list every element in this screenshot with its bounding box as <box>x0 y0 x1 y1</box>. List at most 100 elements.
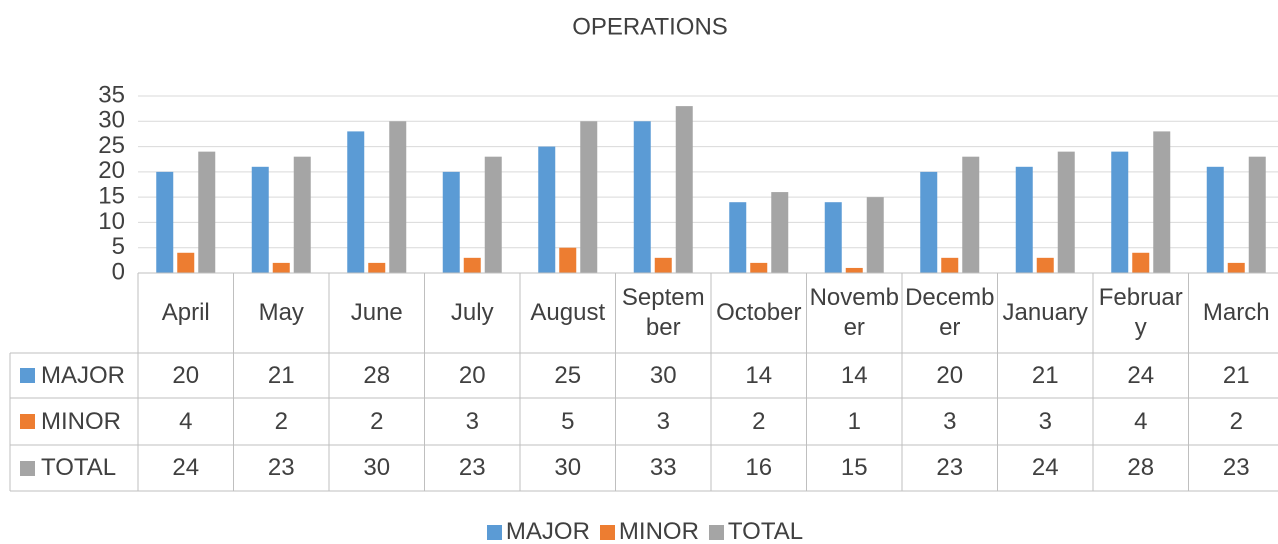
y-tick-label: 0 <box>112 258 125 285</box>
y-tick-label: 5 <box>112 233 125 260</box>
legend-key <box>20 368 35 383</box>
table-value: 5 <box>561 407 575 435</box>
table-value: 2 <box>370 407 384 435</box>
table-value: 30 <box>649 361 677 389</box>
table-value: 23 <box>458 454 486 481</box>
table-value: 14 <box>840 361 868 389</box>
table-value: 28 <box>363 361 391 389</box>
category-label: October <box>716 299 802 326</box>
bar <box>962 156 980 273</box>
table-value: 2 <box>752 407 766 435</box>
y-tick-label: 35 <box>98 81 125 108</box>
category-label: April <box>161 299 210 326</box>
table-value: 14 <box>745 361 773 389</box>
bar <box>368 262 386 273</box>
bar <box>538 146 556 273</box>
table-value: 16 <box>745 454 773 481</box>
bar <box>771 192 789 273</box>
table-value: 30 <box>363 454 391 481</box>
chart-title: OPERATIONS <box>572 13 728 40</box>
table-value: 23 <box>267 454 295 481</box>
bar <box>177 252 195 273</box>
legend-label: MINOR <box>618 518 699 544</box>
legend-key <box>708 524 724 540</box>
row-label: MINOR <box>41 407 121 435</box>
bar <box>293 156 311 273</box>
table-value: 2 <box>1229 407 1243 435</box>
category-label: November <box>809 284 899 341</box>
bar <box>729 202 747 273</box>
bar <box>1153 131 1171 273</box>
category-label: January <box>1002 299 1088 326</box>
bar <box>347 131 365 273</box>
category-label: December <box>905 284 995 341</box>
bar <box>1227 262 1245 273</box>
bar <box>389 121 407 274</box>
bar <box>484 156 502 273</box>
legend-key <box>20 414 35 429</box>
bar <box>654 257 672 273</box>
table-value: 20 <box>172 361 200 389</box>
bar <box>675 106 693 273</box>
category-label: May <box>258 299 304 326</box>
bar <box>1248 156 1266 273</box>
table-value: 24 <box>172 454 200 481</box>
legend: MAJOR MINOR TOTAL <box>0 515 1278 544</box>
table-value: 28 <box>1127 454 1155 481</box>
legend-key <box>486 524 502 540</box>
bar <box>198 151 216 273</box>
table-value: 21 <box>267 361 295 389</box>
y-tick-label: 25 <box>98 132 125 159</box>
table-value: 21 <box>1222 361 1250 389</box>
row-header: MINOR <box>20 398 121 445</box>
table-value: 23 <box>1222 454 1250 481</box>
bar <box>1206 166 1224 273</box>
table-value: 3 <box>1038 407 1052 435</box>
y-tick-label: 10 <box>98 208 125 235</box>
bar <box>920 171 938 273</box>
bar <box>442 171 460 273</box>
table-value: 21 <box>1031 361 1059 389</box>
bar <box>1132 252 1150 273</box>
bar <box>824 202 842 273</box>
y-tick-label: 30 <box>98 107 125 134</box>
row-header: MAJOR <box>20 353 125 398</box>
bar <box>1111 151 1129 273</box>
table-value: 4 <box>1134 407 1148 435</box>
bar <box>633 121 651 274</box>
legend-label: TOTAL <box>727 518 804 544</box>
category-label: March <box>1202 299 1270 326</box>
table-value: 3 <box>943 407 957 435</box>
bar <box>580 121 598 274</box>
bar <box>559 247 577 273</box>
table-value: 1 <box>847 407 861 435</box>
bar <box>1015 166 1033 273</box>
row-header: TOTAL <box>20 445 116 491</box>
table-value: 3 <box>656 407 670 435</box>
row-label: TOTAL <box>41 454 117 481</box>
bar <box>463 257 481 273</box>
bar <box>272 262 290 273</box>
category-label: July <box>450 299 494 326</box>
legend-key <box>599 524 615 540</box>
row-label: MAJOR <box>41 361 125 389</box>
category-label: August <box>530 299 606 326</box>
table-value: 3 <box>465 407 479 435</box>
table-value: 30 <box>554 454 582 481</box>
category-label: June <box>350 299 403 326</box>
table-value: 20 <box>458 361 486 389</box>
table-value: 24 <box>1127 361 1155 389</box>
bar <box>750 262 768 273</box>
category-label: September <box>621 284 705 341</box>
table-value: 24 <box>1031 454 1059 481</box>
y-tick-label: 15 <box>98 182 125 209</box>
bar <box>1036 257 1054 273</box>
legend-label: MAJOR <box>505 518 590 544</box>
table-value: 4 <box>179 407 193 435</box>
bar <box>866 197 884 273</box>
bar <box>1057 151 1075 273</box>
bar <box>845 267 863 273</box>
table-value: 25 <box>554 361 582 389</box>
